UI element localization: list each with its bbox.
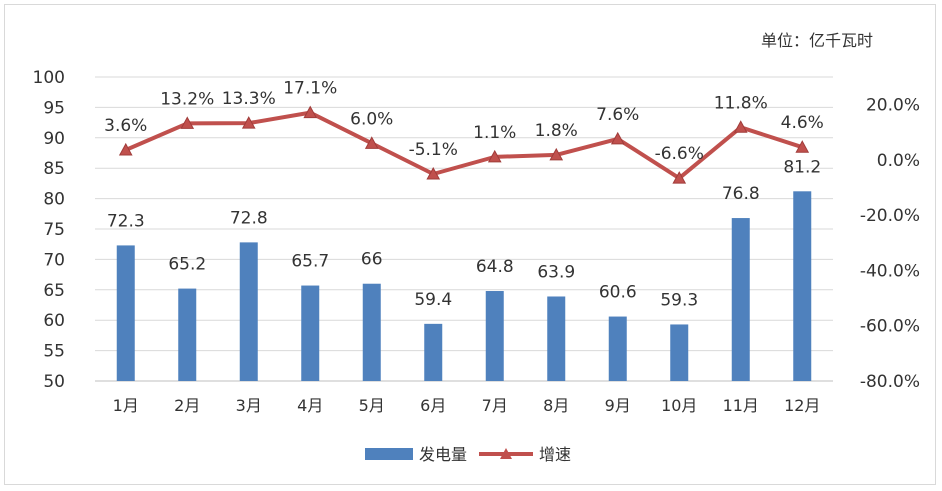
bar (362, 283, 381, 381)
right-tick-label: -20.0% (860, 206, 920, 226)
bar (116, 245, 135, 381)
category-label: 12月 (784, 396, 820, 415)
left-tick-label: 55 (43, 342, 65, 362)
right-tick-label: -80.0% (860, 372, 920, 392)
legend-line-marker (500, 448, 512, 459)
gridlines (95, 76, 833, 382)
line-value-label: 13.2% (160, 89, 214, 109)
category-label: 5月 (359, 396, 385, 415)
line-marker (180, 116, 195, 129)
line-marker (610, 131, 625, 145)
legend-bar-label: 发电量 (419, 445, 467, 464)
line-marker (795, 140, 810, 153)
bar (485, 291, 504, 381)
line-marker (241, 116, 256, 129)
legend-line-label: 增速 (539, 445, 571, 464)
bar (731, 218, 750, 381)
bar-value-label: 59.4 (414, 290, 452, 310)
line-series (118, 105, 810, 184)
bar (239, 242, 258, 381)
line-marker (733, 120, 748, 133)
left-tick-label: 65 (43, 281, 65, 301)
left-tick-label: 85 (43, 159, 65, 179)
left-tick-label: 60 (43, 311, 65, 331)
left-tick-label: 80 (43, 190, 65, 210)
bar-value-label: 66 (361, 250, 383, 270)
bar (301, 285, 320, 381)
right-tick-label: 20.0% (866, 96, 920, 116)
category-label: 1月 (113, 396, 139, 415)
bar (608, 316, 627, 381)
combo-chart: 50 55 60 65 70 75 80 85 90 95 100 -80.0% -60.0% -40.… (33, 31, 920, 464)
bar (793, 191, 812, 381)
growth-line (124, 110, 803, 181)
line-marker (118, 142, 133, 156)
bar (547, 296, 566, 381)
left-tick-label: 100 (33, 68, 65, 88)
category-label: 11月 (723, 396, 759, 415)
line-marker (364, 136, 379, 149)
line-value-label: -6.6% (655, 144, 704, 164)
legend-bar-swatch (365, 448, 413, 460)
category-label: 7月 (482, 396, 508, 415)
category-label: 10月 (661, 396, 697, 415)
category-label: 9月 (605, 396, 631, 415)
line-value-label: 3.6% (104, 116, 147, 136)
left-tick-label: 70 (43, 250, 65, 270)
bar-value-label: 60.6 (599, 283, 637, 303)
bar (670, 324, 689, 381)
category-label: 2月 (174, 396, 200, 415)
right-tick-label: 0.0% (877, 151, 920, 171)
line-value-label: 17.1% (283, 79, 337, 99)
bar-value-label: 65.2 (168, 255, 206, 275)
bar-value-label: 59.3 (660, 290, 698, 310)
line-marker (303, 105, 318, 119)
bar-value-label: 76.8 (722, 184, 760, 204)
line-value-label: -5.1% (409, 140, 458, 160)
bar-value-label: 72.8 (230, 208, 268, 228)
category-labels: 1月 2月 3月 4月 5月 6月 7月 8月 9月 10月 11月 12月 (113, 396, 821, 415)
bar-series (116, 191, 812, 381)
chart-frame: 50 55 60 65 70 75 80 85 90 95 100 -80.0% -60.0% -40.… (4, 4, 936, 485)
left-axis-ticks: 50 55 60 65 70 75 80 85 90 95 100 (33, 68, 65, 392)
left-tick-label: 75 (43, 220, 65, 240)
category-label: 6月 (420, 396, 446, 415)
bar-value-label: 65.7 (291, 252, 329, 272)
right-tick-label: -40.0% (860, 261, 920, 281)
left-tick-label: 50 (43, 372, 65, 392)
line-value-label: 1.1% (473, 123, 516, 143)
left-tick-label: 90 (43, 129, 65, 149)
line-value-label: 11.8% (714, 93, 768, 113)
line-data-labels: 3.6% 13.2% 13.3% 17.1% 6.0% -5.1% 1.1% 1.8% 7.6%… (104, 79, 824, 164)
bar (178, 288, 197, 381)
line-marker (487, 149, 502, 163)
bar-value-label: 63.9 (537, 262, 575, 282)
line-marker (672, 171, 687, 184)
bar (424, 323, 443, 381)
line-value-label: 13.3% (222, 89, 276, 109)
line-value-label: 4.6% (781, 113, 824, 133)
category-label: 4月 (297, 396, 323, 415)
right-tick-label: -60.0% (860, 317, 920, 337)
category-label: 3月 (236, 396, 262, 415)
left-tick-label: 95 (43, 98, 65, 118)
bar-data-labels: 72.3 65.2 72.8 65.7 66 59.4 64.8 63.9 60.6 59.3 76… (107, 157, 821, 310)
bar-value-label: 72.3 (107, 211, 145, 231)
line-marker (549, 147, 564, 161)
bar-value-label: 64.8 (476, 257, 514, 277)
line-value-label: 1.8% (535, 121, 578, 141)
category-label: 8月 (543, 396, 569, 415)
line-value-label: 7.6% (596, 105, 639, 125)
line-marker (426, 166, 441, 180)
unit-label: 单位：亿千瓦时 (761, 31, 873, 50)
line-value-label: 6.0% (350, 109, 393, 129)
bar-value-label: 81.2 (783, 157, 821, 177)
legend: 发电量 增速 (365, 445, 571, 464)
right-axis-ticks: -80.0% -60.0% -40.0% -20.0% 0.0% 20.0% (860, 96, 920, 392)
